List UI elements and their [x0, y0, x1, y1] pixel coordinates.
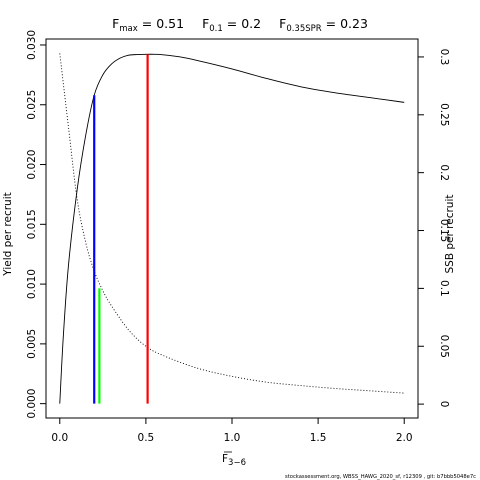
chart-title-text: Fmax = 0.51 F0.1 = 0.2 F0.35SPR = 0.23: [112, 16, 368, 34]
x-axis-label-subscript: 3−6: [228, 458, 246, 468]
title-value: = 0.2: [223, 16, 261, 31]
x-tick-label: 2.0: [396, 432, 413, 444]
title-symbol: F: [279, 16, 286, 31]
y-right-tick-label: 0.15: [438, 219, 450, 242]
x-tick-label: 1.5: [310, 432, 327, 444]
y-left-tick-label: 0.000: [26, 389, 38, 419]
x-tick-label: 0.0: [51, 432, 68, 444]
y-axis-left-label: Yield per recruit: [2, 192, 14, 276]
y-right-tick-label: 0.3: [438, 49, 450, 66]
x-axis-label-symbol: F: [222, 453, 228, 465]
footer-note: stockassessment.org, WBSS_HAWG_2020_sf, …: [285, 474, 476, 480]
y-right-tick-label: 0: [438, 401, 450, 408]
y-left-tick-label: 0.020: [26, 150, 38, 180]
y-right-tick-label: 0.25: [438, 103, 450, 126]
y-axis-right-label: SSB per recruit: [444, 195, 456, 274]
y-left-tick-label: 0.025: [26, 90, 38, 120]
y-left-tick-label: 0.005: [26, 329, 38, 359]
y-axis-right: 0 0.05 0.1 0.15 0.2 0.25 0.3: [417, 49, 450, 408]
y-left-tick-label: 0.015: [26, 209, 38, 239]
y-axis-left: 0.000 0.005 0.010 0.015 0.020 0.025 0.030: [26, 30, 47, 419]
y-right-tick-label: 0.05: [438, 335, 450, 358]
x-tick-label: 0.5: [138, 432, 155, 444]
title-symbol: F: [202, 16, 209, 31]
chart-title: Fmax = 0.51 F0.1 = 0.2 F0.35SPR = 0.23: [112, 16, 368, 34]
y-right-tick-label: 0.1: [438, 280, 450, 297]
y-left-tick-label: 0.030: [26, 30, 38, 60]
y-right-tick-label: 0.2: [438, 164, 450, 181]
series-layer: [59, 53, 405, 404]
y-left-tick-label: 0.010: [26, 269, 38, 299]
yield-per-recruit-line: [59, 53, 405, 404]
title-value: = 0.51: [138, 16, 184, 31]
x-axis: 0.0 0.5 1.0 1.5 2.0 F3−6: [51, 417, 413, 468]
title-subscript: 0.35SPR: [286, 24, 321, 34]
x-axis-label: F3−6: [222, 453, 246, 468]
title-subscript: max: [119, 24, 138, 34]
title-symbol: F: [112, 16, 119, 31]
title-subscript: 0.1: [209, 24, 223, 34]
x-tick-label: 1.0: [224, 432, 241, 444]
title-value: = 0.23: [322, 16, 368, 31]
reference-lines: [93, 54, 149, 404]
